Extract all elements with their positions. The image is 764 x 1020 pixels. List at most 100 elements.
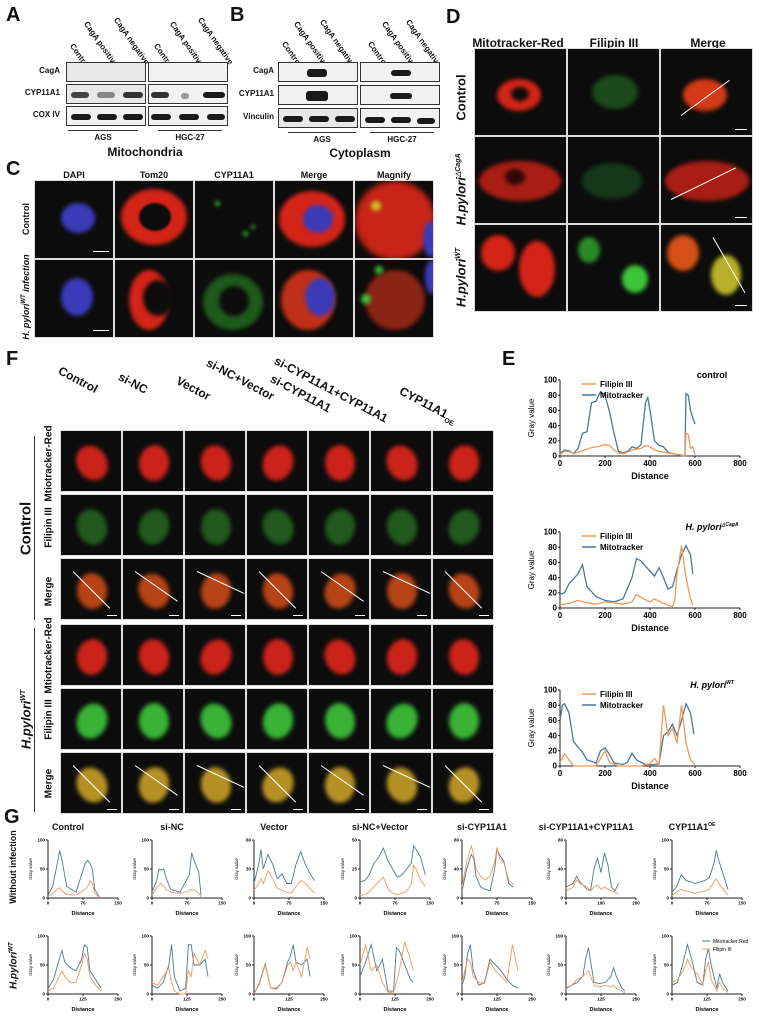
image-f-r5-c6	[432, 752, 494, 814]
image-f-r4-c5	[370, 688, 432, 750]
x-tick-label: 150	[528, 901, 536, 906]
y-tick-label: 50	[40, 963, 46, 968]
group-bracket-hpylori	[34, 628, 35, 812]
x-tick-label: 0	[47, 901, 50, 906]
channel-label-merge: Merge	[43, 768, 55, 799]
col-head-merge: Merge	[300, 170, 328, 180]
series-filipin-iii	[559, 545, 694, 608]
y-tick-label: 80	[548, 391, 557, 400]
image-c-infection-merge	[274, 259, 354, 338]
chart-g-r0-c1: 0 75 150 0 50 100 Distance Gray value	[132, 838, 226, 917]
image-f-r5-c4	[308, 752, 370, 814]
y-tick-label: 100	[349, 934, 357, 939]
y-tick-label: 0	[553, 762, 558, 771]
image-f-r2-c5	[370, 558, 432, 620]
series-filipin-iii	[151, 882, 202, 898]
y-axis-label: Gray value	[652, 954, 657, 976]
row-label-cyp11a1: CYP11A1	[238, 89, 274, 98]
series-mitotracker-red	[565, 852, 619, 892]
blot-cyp11a1-ags	[66, 84, 146, 104]
x-tick-label: 0	[671, 997, 674, 1002]
image-f-r0-c4	[308, 430, 370, 492]
x-tick-label: 200	[598, 611, 612, 620]
chart-g-r0-c5: 0 100 200 0 40 80 Distance Gray value	[546, 838, 640, 917]
caption-mitochondria: Mitochondria	[107, 145, 183, 159]
series-mitotracker-red	[461, 848, 514, 892]
g-col-title: si-CYP11A1+CYP11A1	[538, 822, 634, 832]
image-f-r3-c2	[184, 624, 246, 686]
row-head-hpylori-dcaga: H.pylori△CagA	[453, 153, 469, 226]
chart-g-r0-c2: 0 75 150 0 30 60 Distance Gray value	[234, 838, 328, 917]
image-d-wt-mito	[474, 224, 567, 312]
blot-cyp11a1-hgc27	[360, 85, 440, 105]
x-axis-label: Distance	[486, 911, 509, 916]
image-f-r1-c2	[184, 494, 246, 556]
y-axis-label: Gray value	[652, 858, 657, 880]
panel-letter-g: G	[4, 806, 20, 828]
y-tick-label: 100	[141, 934, 149, 939]
x-tick-label: 0	[359, 901, 362, 906]
x-axis-label: Distance	[72, 911, 95, 916]
y-tick-label: 0	[146, 896, 149, 901]
x-tick-label: 0	[359, 997, 362, 1002]
image-f-r0-c0	[60, 430, 122, 492]
series-filipin-iii	[671, 958, 729, 993]
series-filipin-iii	[151, 949, 209, 995]
image-f-r2-c4	[308, 558, 370, 620]
caption-cytoplasm: Cytoplasm	[329, 146, 391, 160]
x-tick-label: 600	[688, 459, 702, 468]
y-tick-label: 0	[560, 896, 563, 901]
y-tick-label: 100	[661, 838, 669, 843]
x-tick-label: 200	[632, 901, 640, 906]
blot-caga-ags	[278, 62, 358, 82]
image-c-control-tom20	[114, 180, 194, 259]
image-c-infection-cyp11a1	[194, 259, 274, 338]
x-tick-label: 125	[597, 997, 605, 1002]
x-tick-label: 800	[733, 611, 747, 620]
image-f-r4-c6	[432, 688, 494, 750]
col-head-mitotracker: Mitotracker-Red	[472, 36, 564, 50]
image-f-r3-c5	[370, 624, 432, 686]
image-f-r4-c1	[122, 688, 184, 750]
row-label-caga: CagA	[253, 66, 274, 75]
image-f-r1-c5	[370, 494, 432, 556]
x-axis-label: Distance	[176, 911, 199, 916]
panel-letter-f: F	[6, 348, 19, 370]
g-col-title: Control	[52, 822, 84, 832]
panel-letter-a: A	[6, 4, 21, 26]
legend-label: Filipin III	[600, 380, 632, 389]
x-tick-label: 200	[598, 459, 612, 468]
y-axis-label: Gray value	[527, 550, 536, 589]
y-tick-label: 60	[548, 406, 557, 415]
series-filipin-iii	[253, 869, 316, 894]
x-tick-label: 0	[151, 901, 154, 906]
x-tick-label: 250	[320, 997, 328, 1002]
y-tick-label: 60	[246, 838, 252, 843]
x-tick-label: 0	[253, 997, 256, 1002]
y-tick-label: 50	[40, 867, 46, 872]
image-f-r0-c1	[122, 430, 184, 492]
x-tick-label: 75	[704, 901, 710, 906]
y-tick-label: 40	[548, 731, 557, 740]
x-tick-label: 150	[218, 901, 226, 906]
x-tick-label: 125	[703, 997, 711, 1002]
y-tick-label: 100	[37, 838, 45, 843]
image-f-r2-c2	[184, 558, 246, 620]
x-tick-label: 150	[114, 901, 122, 906]
series-filipin-iii	[671, 878, 729, 896]
y-tick-label: 100	[544, 376, 558, 385]
y-tick-label: 20	[548, 436, 557, 445]
y-tick-label: 100	[37, 934, 45, 939]
x-tick-label: 100	[597, 901, 605, 906]
col-head-filipin: Filipin III	[589, 36, 639, 50]
x-tick-label: 0	[558, 611, 563, 620]
image-f-r2-c0	[60, 558, 122, 620]
x-axis-label: Distance	[590, 1007, 613, 1012]
g-col-title: si-CYP11A1	[456, 822, 508, 832]
series-mitotracker-red	[151, 852, 202, 896]
y-tick-label: 100	[243, 934, 251, 939]
y-tick-label: 0	[553, 452, 558, 461]
chart-title: H. pylori△CagA	[686, 522, 739, 532]
blot-caga-hgc27	[148, 62, 228, 82]
y-tick-label: 0	[354, 896, 357, 901]
